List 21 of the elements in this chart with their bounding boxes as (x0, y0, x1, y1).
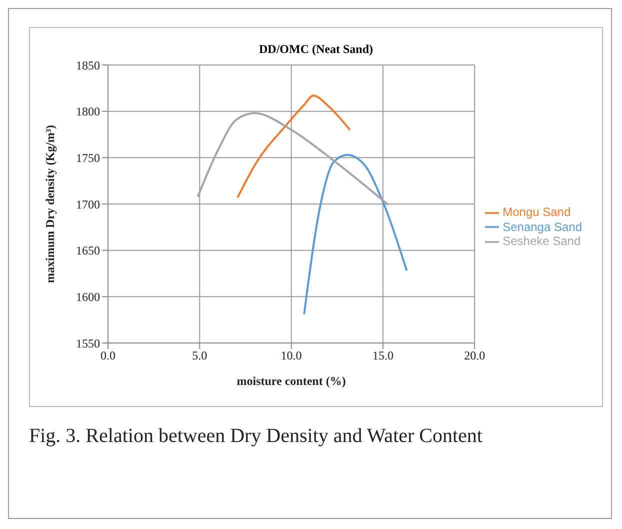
y-tick-label: 1800 (76, 104, 100, 119)
y-tick-label: 1550 (76, 336, 100, 350)
y-tick-label: 1700 (76, 197, 100, 212)
y-tick-label: 1850 (76, 58, 100, 72)
x-axis-title: moisture content (%) (236, 374, 346, 388)
legend-label: Mongu Sand (502, 204, 571, 219)
legend-label: Sesheke Sand (502, 234, 581, 248)
line-series (236, 94, 351, 199)
x-tick-label: 10.0 (280, 348, 302, 363)
x-tick-label: 15.0 (372, 348, 394, 363)
caption: Fig. 3. Relation between Dry Density and Water Content (29, 424, 484, 449)
y-tick-label: 1650 (76, 244, 100, 258)
y-axis-title: maximum Dry density (Kg/m³) (43, 125, 57, 283)
chart-title: DD/OMC (Neat Sand) (258, 42, 374, 57)
x-tick-label: 5.0 (192, 348, 208, 363)
x-tick-label: 20.0 (464, 348, 486, 363)
x-tick-label: 0.0 (100, 348, 116, 363)
y-tick-label: 1750 (76, 150, 100, 165)
legend-label: Senanga Sand (502, 220, 582, 234)
line-series (303, 154, 408, 316)
y-tick-label: 1600 (76, 290, 100, 304)
